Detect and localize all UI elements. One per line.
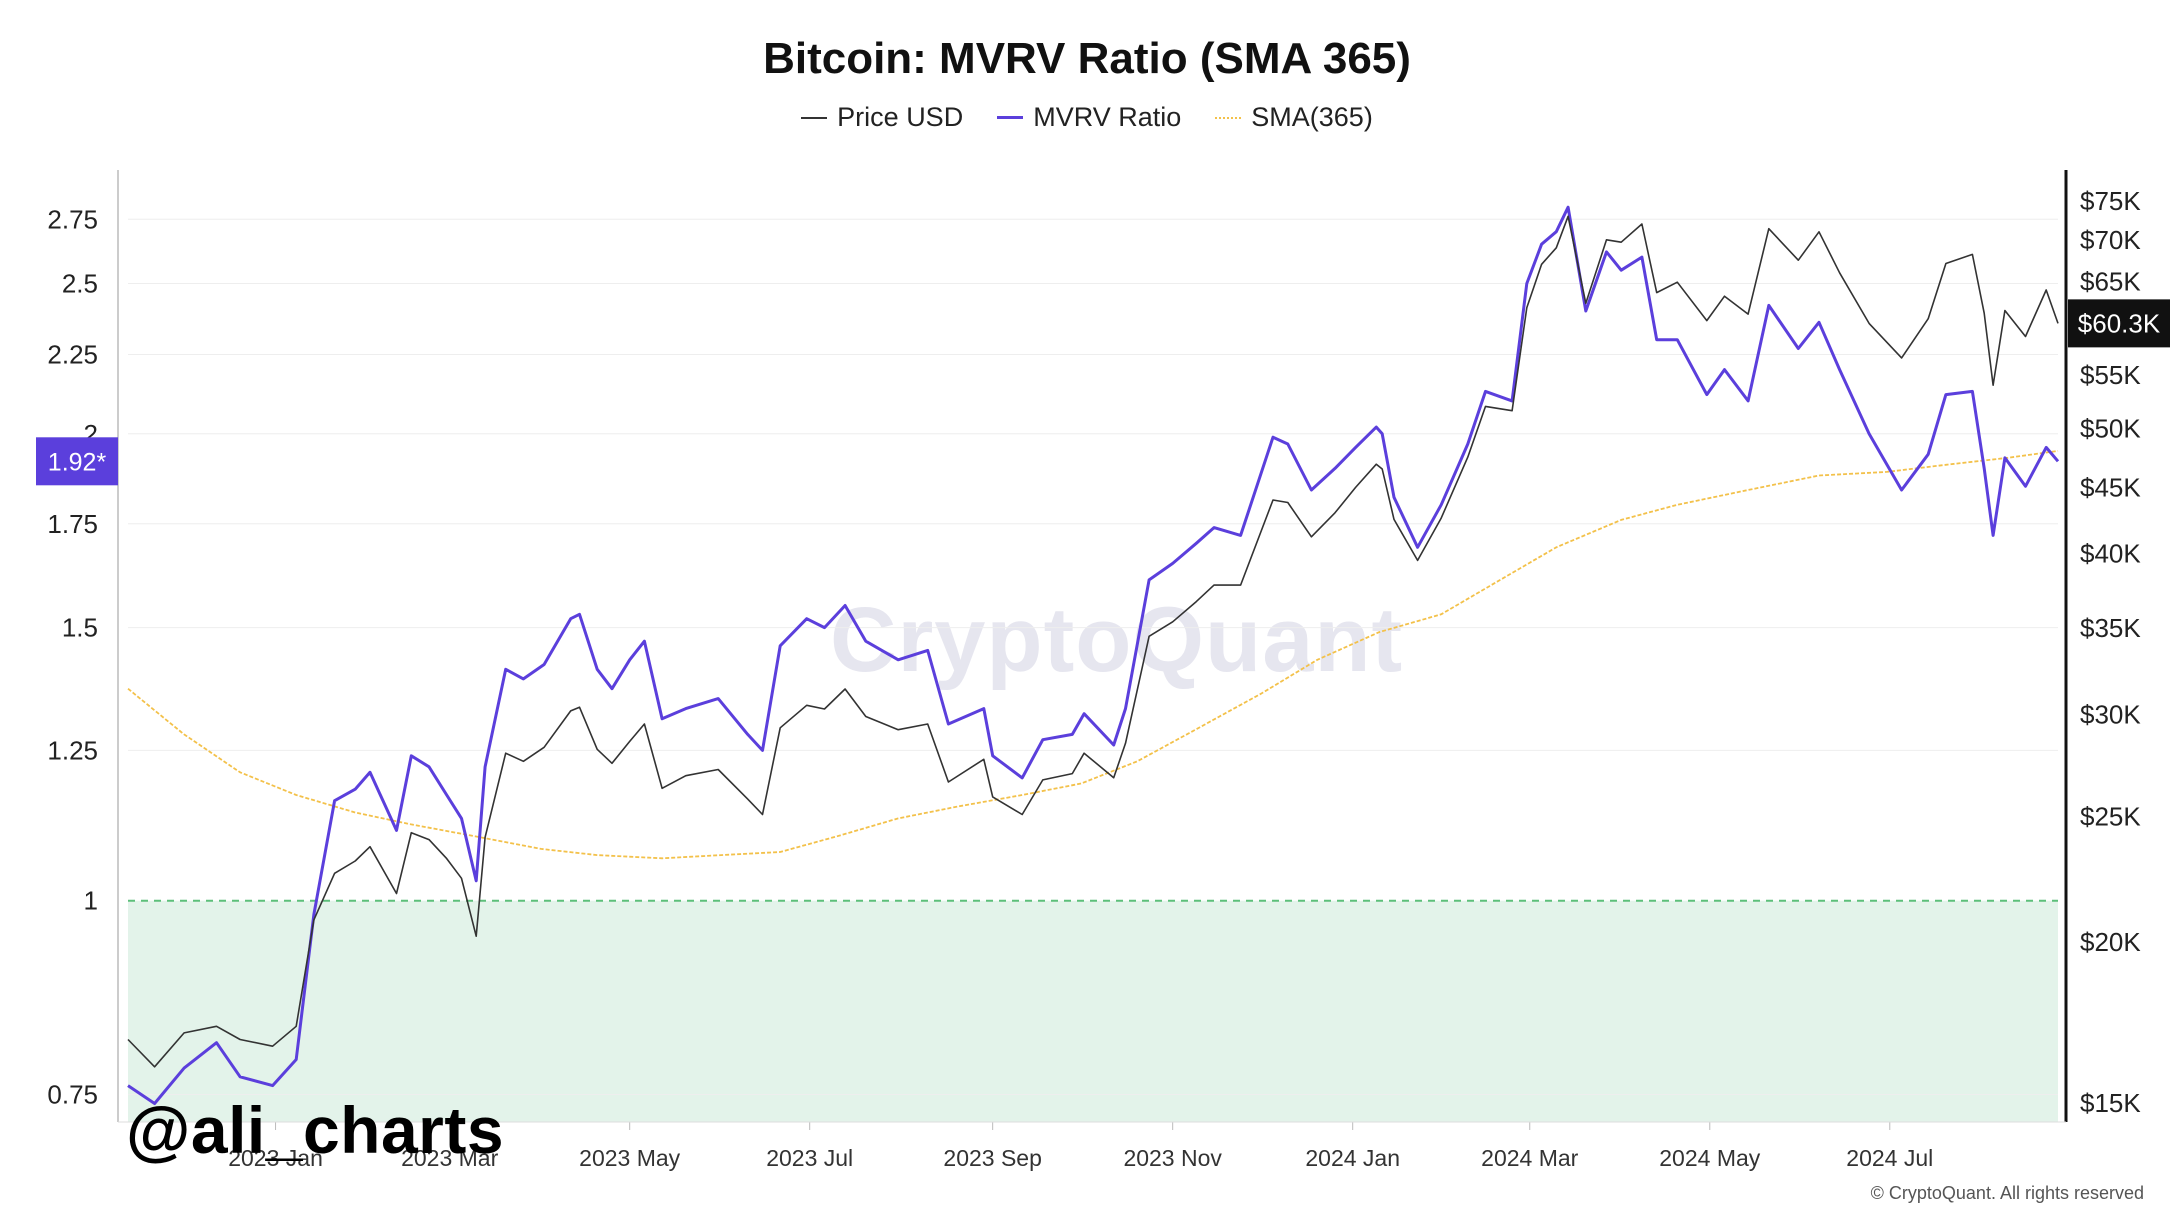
- price-current-label: $60.3K: [2078, 308, 2161, 338]
- x-tick-label: 2023 May: [579, 1145, 681, 1171]
- author-handle: @ali_charts: [126, 1093, 505, 1167]
- y-right-tick-label: $55K: [2080, 360, 2141, 390]
- y-left-tick-label: 0.75: [47, 1080, 98, 1110]
- series-line-price-usd: [127, 215, 2059, 1068]
- x-tick-label: 2024 Mar: [1481, 1145, 1579, 1171]
- x-tick-label: 2024 May: [1659, 1145, 1761, 1171]
- x-tick-label: 2023 Mar: [401, 1145, 499, 1171]
- price-current-badge: [2068, 299, 2170, 348]
- y-right-tick-label: $20K: [2080, 927, 2141, 957]
- y-left-tick-label: 1: [84, 886, 98, 916]
- legend: Price USD MVRV Ratio SMA(365): [0, 102, 2174, 133]
- legend-swatch-mvrv: [997, 116, 1024, 119]
- y-right-tick-label: $35K: [2080, 613, 2141, 643]
- x-tick-label: 2023 Nov: [1123, 1145, 1222, 1171]
- y-left-tick-label: 2.5: [62, 268, 98, 298]
- chart-title: Bitcoin: MVRV Ratio (SMA 365): [763, 34, 1411, 83]
- x-tick-label: 2024 Jul: [1846, 1145, 1933, 1171]
- legend-label-price: Price USD: [837, 102, 964, 132]
- tick-labels: 0.7511.251.51.7522.252.52.75$15K$20K$25K…: [36, 186, 2170, 1171]
- series-line-sma-365: [127, 450, 2059, 860]
- y-right-tick-label: $65K: [2080, 266, 2141, 296]
- y-left-tick-label: 2.75: [47, 204, 98, 234]
- legend-swatch-price: [801, 116, 828, 119]
- gridlines: [128, 218, 2058, 1096]
- y-right-tick-label: $50K: [2080, 413, 2141, 443]
- x-tick-label: 2023 Sep: [943, 1145, 1041, 1171]
- undervalued-zone-fill: [128, 900, 2058, 1122]
- y-left-tick-label: 1.75: [47, 509, 98, 539]
- y-left-tick-label: 2.25: [47, 339, 98, 369]
- y-right-tick-label: $70K: [2080, 225, 2141, 255]
- legend-item-mvrv[interactable]: MVRV Ratio: [997, 102, 1181, 133]
- axes: [117, 170, 2068, 1130]
- series: [127, 205, 2060, 1105]
- x-tick-label: 2023 Jan: [228, 1145, 323, 1171]
- x-tick-label: 2024 Jan: [1305, 1145, 1400, 1171]
- y-left-tick-label: 1.25: [47, 735, 98, 765]
- copyright-notice: © CryptoQuant. All rights reserved: [1870, 1183, 2144, 1203]
- x-tick-label: 2023 Jul: [766, 1145, 853, 1171]
- legend-label-sma: SMA(365): [1251, 102, 1373, 132]
- legend-item-price[interactable]: Price USD: [801, 102, 963, 133]
- mvrv-current-label: 1.92*: [48, 448, 107, 476]
- legend-swatch-sma: [1215, 116, 1242, 119]
- watermark: CryptoQuant: [830, 589, 1404, 691]
- y-right-tick-label: $30K: [2080, 700, 2141, 730]
- y-right-tick-label: $15K: [2080, 1088, 2141, 1118]
- mvrv-current-badge: [36, 437, 118, 486]
- legend-label-mvrv: MVRV Ratio: [1033, 102, 1182, 132]
- y-right-tick-label: $45K: [2080, 472, 2141, 502]
- series-line-mvrv-ratio: [127, 205, 2060, 1105]
- y-right-tick-label: $40K: [2080, 538, 2141, 568]
- y-left-tick-label: 1.5: [62, 613, 98, 643]
- undervalued-zone: [128, 899, 2058, 1122]
- legend-item-sma[interactable]: SMA(365): [1215, 102, 1373, 133]
- y-right-tick-label: $25K: [2080, 802, 2141, 832]
- y-right-tick-label: $75K: [2080, 186, 2141, 216]
